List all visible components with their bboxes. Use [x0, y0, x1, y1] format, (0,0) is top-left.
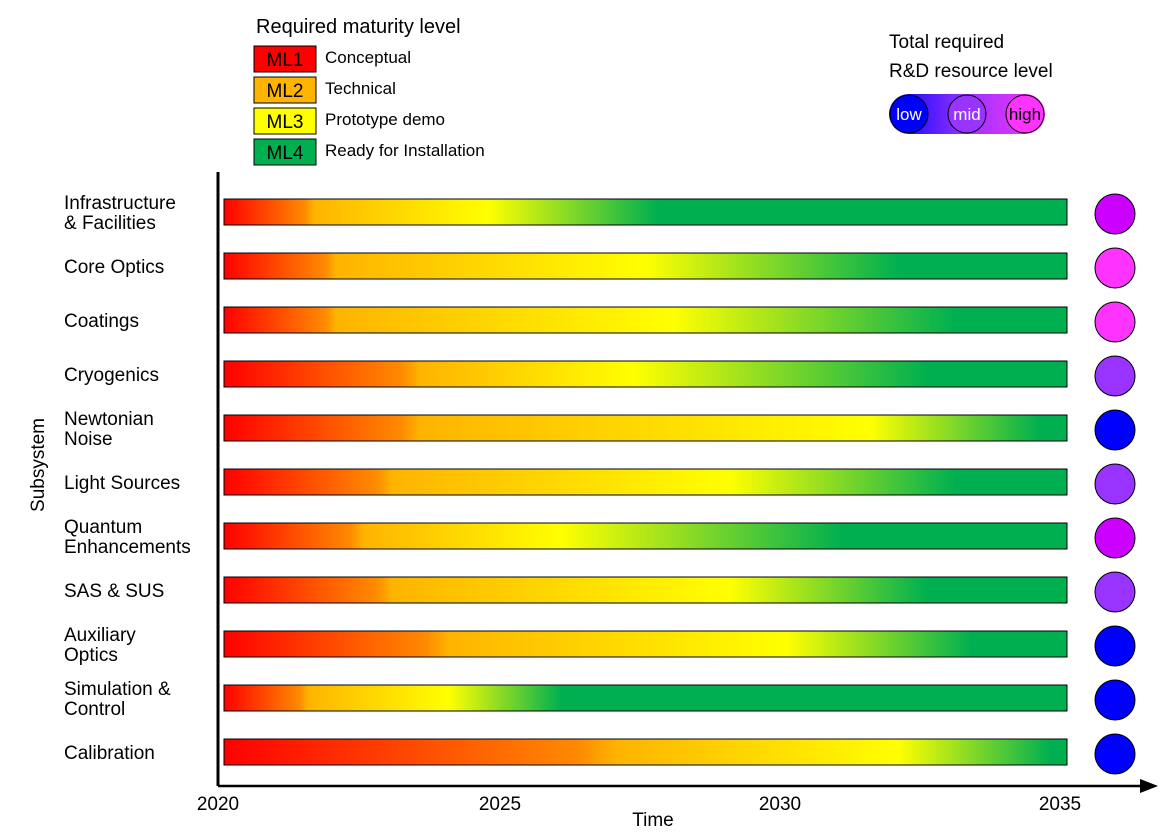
x-axis-title: Time — [632, 810, 674, 831]
y-axis-title: Subsystem — [28, 418, 49, 512]
resource-legend: Total required R&D resource level low mid… — [889, 32, 1053, 134]
subsystem-label-light-sources: Light Sources — [64, 473, 180, 494]
x-tick-label: 2020 — [197, 794, 239, 815]
subsystem-label-newtonian-noise-line2: Noise — [64, 429, 113, 450]
resource-marker-coatings — [1094, 301, 1136, 343]
maturity-bar-calibration — [223, 738, 1068, 766]
maturity-bar-coatings — [223, 306, 1068, 334]
maturity-bar-newtonian-noise — [223, 414, 1068, 442]
maturity-bar-simulation-control — [223, 684, 1068, 712]
subsystem-label-infrastructure-facilities-line1: Infrastructure — [64, 193, 176, 214]
subsystem-rows: Infrastructure& Facilities Core Optics Coa… — [64, 193, 1136, 775]
maturity-code-ml3: ML3 — [267, 112, 304, 133]
resource-marker-cryogenics — [1094, 355, 1136, 397]
resource-marker-quantum-enhancements — [1094, 517, 1136, 559]
maturity-label-ml1: Conceptual — [325, 48, 411, 67]
maturity-bar-core-optics — [223, 252, 1068, 280]
maturity-code-ml2: ML2 — [267, 81, 304, 102]
maturity-swatch-ml1 — [253, 45, 317, 73]
subsystem-label-quantum-enhancements-line1: Quantum — [64, 517, 142, 538]
resource-legend-title-line1: Total required — [889, 32, 1004, 53]
maturity-label-ml2: Technical — [325, 79, 396, 98]
subsystem-label-calibration: Calibration — [64, 743, 155, 764]
maturity-bar-infrastructure-facilities — [223, 198, 1068, 226]
resource-marker-light-sources — [1094, 463, 1136, 505]
resource-marker-calibration — [1094, 733, 1136, 775]
maturity-legend: Required maturity level ML1 Conceptual ML2… — [253, 16, 485, 166]
x-tick-label: 2030 — [759, 794, 801, 815]
resource-level-mid-label: mid — [953, 105, 980, 124]
resource-marker-infrastructure-facilities — [1094, 193, 1136, 235]
x-tick-label: 2025 — [479, 794, 521, 815]
maturity-swatch-ml4 — [253, 138, 317, 166]
resource-marker-simulation-control — [1094, 679, 1136, 721]
resource-marker-sas-sus — [1094, 571, 1136, 613]
subsystem-label-quantum-enhancements-line2: Enhancements — [64, 537, 191, 558]
maturity-swatch-ml3 — [253, 107, 317, 135]
maturity-bar-light-sources — [223, 468, 1068, 496]
maturity-code-ml4: ML4 — [267, 143, 304, 164]
axes: Time Subsystem 2020 2025 2030 2035 — [28, 172, 1158, 831]
maturity-swatch-ml2 — [253, 76, 317, 104]
resource-level-high-marker — [1005, 94, 1045, 134]
x-axis-arrowhead — [1140, 779, 1158, 793]
x-tick-label: 2035 — [1039, 794, 1081, 815]
subsystem-label-simulation-control-line2: Control — [64, 699, 125, 720]
subsystem-label-infrastructure-facilities-line2: & Facilities — [64, 213, 156, 234]
subsystem-label-core-optics: Core Optics — [64, 257, 164, 278]
maturity-label-ml3: Prototype demo — [325, 110, 445, 129]
subsystem-label-sas-sus: SAS & SUS — [64, 581, 164, 602]
resource-legend-title-line2: R&D resource level — [889, 61, 1053, 82]
resource-level-low-label: low — [896, 105, 922, 124]
resource-marker-core-optics — [1094, 247, 1136, 289]
maturity-bar-quantum-enhancements — [223, 522, 1068, 550]
maturity-legend-title: Required maturity level — [256, 16, 461, 38]
subsystem-label-coatings: Coatings — [64, 311, 139, 332]
subsystem-label-auxiliary-optics-line2: Optics — [64, 645, 118, 666]
maturity-code-ml1: ML1 — [267, 50, 304, 71]
maturity-bar-auxiliary-optics — [223, 630, 1068, 658]
subsystem-label-cryogenics: Cryogenics — [64, 365, 159, 386]
subsystem-label-simulation-control-line1: Simulation & — [64, 679, 171, 700]
resource-marker-newtonian-noise — [1094, 409, 1136, 451]
subsystem-label-newtonian-noise-line1: Newtonian — [64, 409, 154, 430]
resource-marker-auxiliary-optics — [1094, 625, 1136, 667]
maturity-bar-sas-sus — [223, 576, 1068, 604]
resource-level-low-marker — [889, 94, 929, 134]
maturity-bar-cryogenics — [223, 360, 1068, 388]
maturity-label-ml4: Ready for Installation — [325, 141, 485, 160]
resource-level-mid-marker — [947, 94, 987, 134]
resource-level-high-label: high — [1009, 105, 1041, 124]
subsystem-label-auxiliary-optics-line1: Auxiliary — [64, 625, 136, 646]
